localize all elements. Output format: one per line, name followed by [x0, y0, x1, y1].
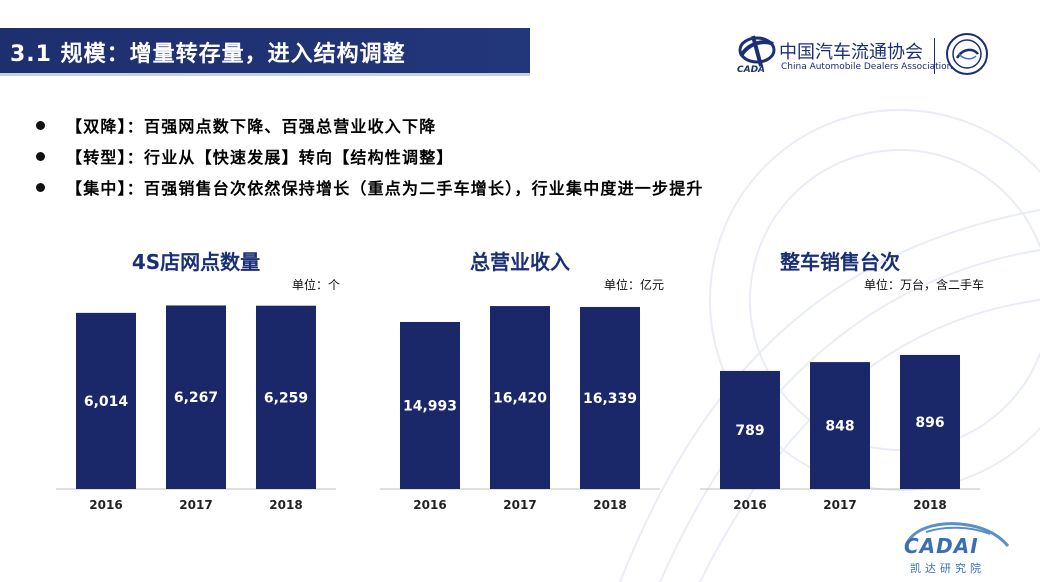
- bar-chart-svg: 14,993 2016 16,420 2017 16,339 2018: [380, 306, 660, 512]
- bar-value-label: 16,420: [493, 391, 547, 407]
- bar-2017: [166, 305, 226, 489]
- x-tick-label: 2017: [179, 498, 212, 512]
- x-tick-label: 2018: [269, 498, 302, 512]
- x-tick-label: 2018: [913, 498, 946, 512]
- bar-2017: [490, 306, 550, 489]
- association-name-en: China Automobile Dealers Association: [781, 62, 953, 72]
- chart-title: 总营业收入: [470, 250, 570, 274]
- x-tick-label: 2017: [503, 498, 536, 512]
- bar-value-label: 6,259: [264, 390, 308, 406]
- bar-chart-svg: 6,014 2016 6,267 2017 6,259 2018: [56, 305, 336, 512]
- x-tick-label: 2018: [593, 498, 626, 512]
- bar-2017: [810, 362, 870, 489]
- bar-2016: [400, 321, 460, 489]
- logo-divider: [934, 38, 935, 74]
- bar-2018: [256, 305, 316, 489]
- chart-unit: 单位：个: [291, 278, 340, 292]
- bar-2018: [900, 354, 960, 489]
- bar-chart-svg: 789 2016 848 2017 896 2018: [700, 354, 980, 512]
- bullet-dot-icon: [36, 121, 45, 130]
- chart-title: 4S店网点数量: [131, 250, 261, 274]
- chart-outlets: 4S店网点数量 单位：个 6,014 2016 6,267 2017 6,259 2018: [36, 240, 356, 520]
- cadai-wordmark: CADAI: [904, 534, 979, 558]
- seal-icon: [946, 33, 988, 75]
- cadai-logo: CADAI 凯达研究院: [898, 520, 1018, 576]
- bullet-text: 【集中】：百强销售台次依然保持增长（重点为二手车增长），行业集中度进一步提升: [66, 179, 704, 198]
- chart-revenue: 总营业收入 单位：亿元 14,993 2016 16,420 2017 16,339 20…: [360, 240, 680, 520]
- bar-value-label: 789: [735, 423, 764, 439]
- bar-value-label: 14,993: [403, 398, 457, 414]
- cada-emblem-text: CADA: [737, 65, 766, 75]
- bar-2018: [580, 306, 640, 489]
- association-logo: CADA 中国汽车流通协会 China Automobile Dealers A…: [735, 32, 1025, 80]
- x-tick-label: 2017: [823, 498, 856, 512]
- bar-value-label: 6,267: [174, 390, 218, 406]
- title-bar: 3.1 规模：增量转存量，进入结构调整: [0, 28, 530, 76]
- bullet-text: 【转型】：行业从【快速发展】转向【结构性调整】: [66, 148, 454, 167]
- bar-value-label: 6,014: [84, 394, 129, 410]
- bar-value-label: 848: [825, 419, 854, 435]
- bullet-dot-icon: [36, 152, 45, 161]
- x-tick-label: 2016: [733, 498, 766, 512]
- bullet-text: 【双降】：百强网点数下降、百强总营业收入下降: [66, 117, 437, 136]
- chart-sales-units: 整车销售台次 单位：万台，含二手车 789 2016 848 2017 896 2018: [680, 240, 1000, 520]
- association-name-cn: 中国汽车流通协会: [779, 42, 923, 63]
- slide-title: 3.1 规模：增量转存量，进入结构调整: [10, 42, 406, 67]
- bar-2016: [720, 370, 780, 489]
- x-tick-label: 2016: [413, 498, 446, 512]
- cada-emblem-icon: [738, 35, 776, 67]
- cadai-cn-name: 凯达研究院: [910, 562, 985, 575]
- chart-title: 整车销售台次: [780, 250, 900, 274]
- x-tick-label: 2016: [89, 498, 122, 512]
- bar-value-label: 16,339: [583, 391, 637, 407]
- bullet-dot-icon: [36, 183, 45, 192]
- chart-unit: 单位：亿元: [603, 278, 664, 292]
- bar-2016: [76, 312, 136, 489]
- car-outline-icon: [904, 522, 1010, 547]
- chart-unit: 单位：万台，含二手车: [863, 278, 984, 292]
- bar-value-label: 896: [915, 415, 944, 431]
